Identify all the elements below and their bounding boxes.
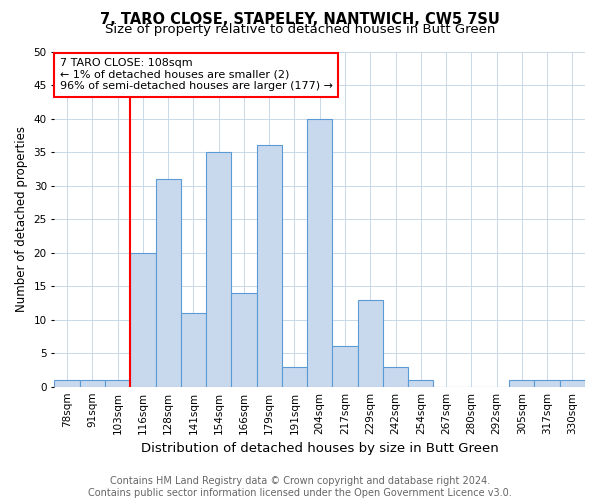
X-axis label: Distribution of detached houses by size in Butt Green: Distribution of detached houses by size …: [141, 442, 499, 455]
Bar: [383, 366, 408, 386]
Bar: [358, 300, 383, 386]
Bar: [206, 152, 231, 386]
Bar: [181, 313, 206, 386]
Bar: [509, 380, 535, 386]
Bar: [80, 380, 105, 386]
Bar: [560, 380, 585, 386]
Text: Size of property relative to detached houses in Butt Green: Size of property relative to detached ho…: [105, 22, 495, 36]
Y-axis label: Number of detached properties: Number of detached properties: [15, 126, 28, 312]
Text: 7, TARO CLOSE, STAPELEY, NANTWICH, CW5 7SU: 7, TARO CLOSE, STAPELEY, NANTWICH, CW5 7…: [100, 12, 500, 28]
Bar: [535, 380, 560, 386]
Bar: [332, 346, 358, 387]
Bar: [408, 380, 433, 386]
Bar: [130, 252, 155, 386]
Bar: [231, 293, 257, 386]
Text: 7 TARO CLOSE: 108sqm
← 1% of detached houses are smaller (2)
96% of semi-detache: 7 TARO CLOSE: 108sqm ← 1% of detached ho…: [60, 58, 333, 92]
Text: Contains HM Land Registry data © Crown copyright and database right 2024.
Contai: Contains HM Land Registry data © Crown c…: [88, 476, 512, 498]
Bar: [307, 118, 332, 386]
Bar: [282, 366, 307, 386]
Bar: [55, 380, 80, 386]
Bar: [155, 179, 181, 386]
Bar: [257, 146, 282, 386]
Bar: [105, 380, 130, 386]
